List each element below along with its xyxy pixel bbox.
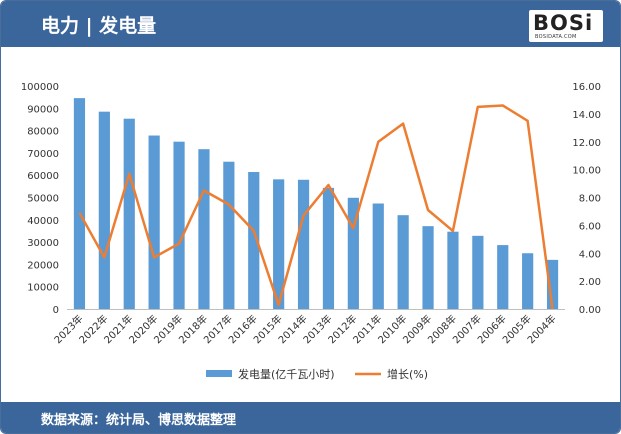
bar: [347, 197, 359, 309]
left-tick-label: 70000: [27, 149, 59, 160]
right-tick-label: 16.00: [572, 82, 601, 93]
bar: [322, 187, 335, 309]
bar: [123, 118, 135, 309]
bar: [472, 235, 484, 309]
right-tick-label: 14.00: [572, 110, 601, 121]
legend-bar-label: 发电量(亿千瓦小时): [238, 367, 335, 381]
growth-line: [78, 104, 554, 310]
right-tick-label: 6.00: [579, 221, 601, 232]
legend-bar-swatch: [206, 370, 232, 377]
bar: [422, 226, 434, 309]
bar: [173, 141, 185, 309]
right-tick-label: 4.00: [579, 249, 601, 260]
bar: [297, 179, 310, 309]
left-axis: 0 10000 20000 30000 40000 50000 60000 70000 8000…: [21, 82, 59, 316]
bar: [546, 259, 559, 309]
right-tick-label: 8.00: [579, 194, 601, 205]
growth-series-line: [78, 104, 554, 310]
bar: [497, 245, 509, 309]
bar: [447, 231, 459, 309]
left-tick-label: 30000: [27, 238, 59, 249]
bar: [248, 172, 260, 309]
bar: [148, 135, 160, 309]
page-title: 电力 | 发电量: [41, 15, 157, 37]
left-tick-label: 100000: [21, 82, 59, 93]
bar: [223, 161, 235, 309]
left-tick-label: 60000: [27, 171, 59, 182]
left-tick-label: 80000: [27, 127, 59, 138]
logo-subtext: BOSIDATA.COM: [535, 34, 577, 40]
bar: [372, 203, 384, 309]
bar: [273, 179, 285, 309]
left-tick-label: 20000: [27, 260, 59, 271]
logo-text: BOSi: [533, 11, 594, 35]
left-tick-label: 50000: [27, 194, 59, 205]
legend: 发电量(亿千瓦小时) 增长(%): [206, 367, 428, 381]
left-tick-label: 0: [53, 305, 59, 316]
right-tick-label: 10.00: [572, 166, 601, 177]
footer-bar: 数据来源：统计局、博思数据整理: [1, 402, 620, 433]
right-axis: 0.00 2.00 4.00 6.00 8.00 10.00 12.00 14.00 16.00: [572, 82, 601, 316]
left-tick-label: 10000: [27, 283, 59, 294]
right-tick-label: 0.00: [579, 305, 601, 316]
bar: [198, 149, 210, 309]
bar: [522, 253, 534, 309]
legend-line-label: 增长(%): [387, 367, 428, 381]
left-tick-label: 40000: [27, 216, 59, 227]
right-tick-label: 12.00: [572, 138, 601, 149]
x-axis: 2023年2022年2021年2020年2019年2018年2017年2016年…: [51, 309, 565, 346]
header-bar: 电力 | 发电量 BOSi BOSIDATA.COM: [1, 1, 620, 47]
bar: [73, 98, 86, 309]
bar: [98, 111, 110, 310]
bosi-logo: BOSi BOSIDATA.COM: [529, 10, 603, 42]
data-source: 数据来源：统计局、博思数据整理: [41, 413, 237, 428]
bar: [397, 215, 409, 309]
bars: [73, 98, 559, 310]
right-tick-label: 2.00: [579, 277, 601, 288]
left-tick-label: 90000: [27, 104, 59, 115]
power-generation-chart: 0 10000 20000 30000 40000 50000 60000 70000 8000…: [21, 82, 601, 381]
